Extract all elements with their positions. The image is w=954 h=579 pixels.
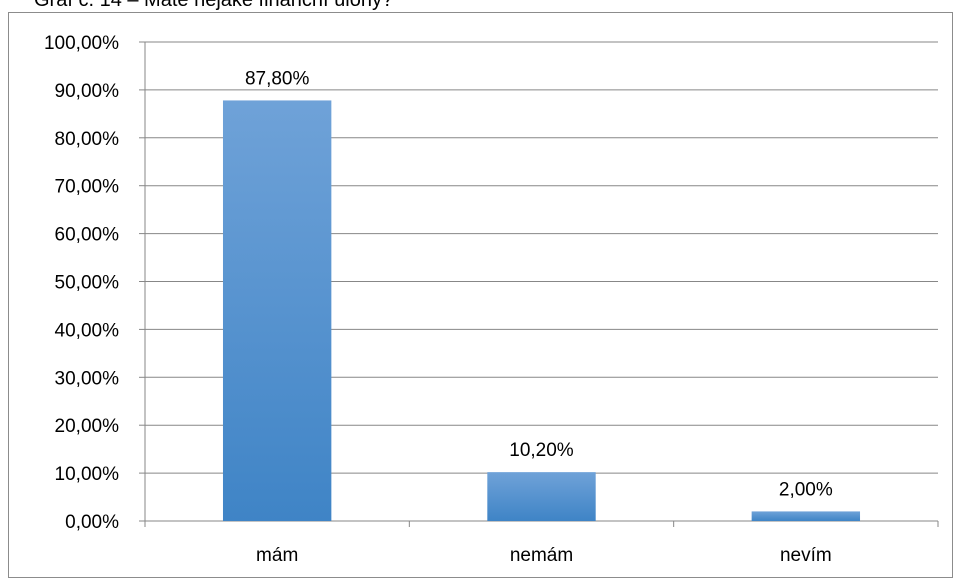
data-label: 10,20% [509,440,574,461]
x-category-label: nevím [780,545,832,566]
y-tick-label: 0,00% [65,512,119,533]
x-category-label: nemám [510,545,573,566]
bar-1 [222,100,332,522]
y-tick-label: 70,00% [55,177,120,198]
bar-3 [751,511,861,521]
bars [222,100,861,522]
y-tick-label: 80,00% [55,129,120,150]
y-tick-label: 10,00% [55,464,120,485]
y-tick-label: 100,00% [44,33,119,54]
chart-title: Graf č. 14 – Máte nějaké finanční úlohy? [34,0,394,11]
y-tick-label: 20,00% [55,416,120,437]
chart-frame [8,12,953,578]
data-label: 2,00% [779,479,833,500]
y-tick-label: 60,00% [55,225,120,246]
y-tick-label: 90,00% [55,81,120,102]
labels: 0,00% 10,00% 20,00% 30,00% 40,00% 50,00% 60,00… [44,33,833,566]
data-label: 87,80% [245,68,310,89]
x-category-label: mám [256,545,298,566]
y-tick-label: 40,00% [55,320,120,341]
y-tick-label: 30,00% [55,368,120,389]
bar-2 [487,472,596,521]
y-tick-label: 50,00% [55,273,120,294]
